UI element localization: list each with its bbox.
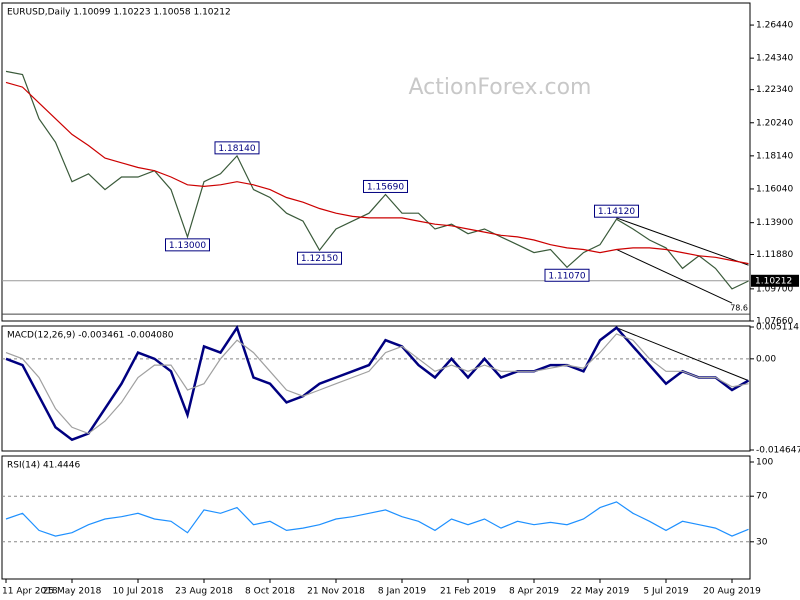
- x-tick-label: 8 Oct 2018: [245, 587, 295, 597]
- series-line: [5, 501, 749, 537]
- x-tick-label: 21 Feb 2019: [440, 587, 496, 597]
- y-tick-label: 1.09700: [756, 284, 793, 294]
- y-tick-label: 1.26440: [756, 21, 793, 31]
- series-line: [5, 81, 749, 265]
- trend-line: [616, 217, 749, 266]
- panel-title: EURUSD,Daily 1.10099 1.10223 1.10058 1.1…: [7, 8, 231, 18]
- y-tick-label: 1.07660: [756, 317, 793, 327]
- y-tick-label: 1.13900: [756, 218, 793, 228]
- annotation-box: [544, 268, 590, 282]
- y-tick-label: 0.005114: [756, 323, 799, 333]
- x-tick-label: 10 Jul 2018: [113, 587, 164, 597]
- annotation-box: [594, 204, 639, 218]
- annotation-label: 1.18140: [218, 144, 255, 154]
- panel-frame: [1, 325, 751, 452]
- y-tick-label: 1.20240: [756, 118, 793, 128]
- x-tick-label: 25 May 2018: [43, 587, 102, 597]
- x-tick-label: 8 Apr 2019: [509, 587, 559, 597]
- annotation-box: [214, 141, 260, 155]
- y-tick-label: -0.014647: [756, 446, 800, 456]
- y-tick-label: 1.11880: [756, 250, 793, 260]
- annotation-label: 1.11070: [548, 271, 585, 281]
- panel-title: MACD(12,26,9) -0.003461 -0.004080: [7, 331, 174, 341]
- trend-line: [616, 249, 733, 304]
- fib-label: 78.6: [730, 304, 748, 313]
- panel-title: RSI(14) 41.4446: [7, 461, 80, 471]
- annotation-box: [297, 251, 342, 265]
- annotation-label: 1.14120: [598, 207, 635, 217]
- x-tick-label: 11 Apr 2018: [2, 587, 58, 597]
- y-tick-label: 1.24340: [756, 54, 793, 64]
- y-tick-label: 70: [756, 492, 768, 502]
- annotation-box: [363, 179, 408, 193]
- y-tick-label: 30: [756, 537, 768, 547]
- annotation-label: 1.12150: [301, 254, 338, 264]
- trend-line: [616, 327, 749, 382]
- x-tick-label: 21 Nov 2018: [307, 587, 365, 597]
- annotation-box: [165, 238, 210, 252]
- current-price-box: [751, 274, 799, 287]
- x-tick-label: 23 Aug 2018: [175, 587, 233, 597]
- series-line: [5, 333, 749, 435]
- annotation-label: 1.13000: [169, 241, 206, 251]
- y-tick-label: 0.00: [756, 354, 776, 364]
- annotation-label: 1.15690: [367, 182, 404, 192]
- x-tick-label: 20 Aug 2019: [703, 587, 761, 597]
- y-tick-label: 100: [756, 458, 773, 468]
- x-tick-label: 22 May 2019: [571, 587, 630, 597]
- y-tick-label: 1.16040: [756, 184, 793, 194]
- x-tick-label: 5 Jul 2019: [643, 587, 688, 597]
- panel-frame: [1, 455, 751, 580]
- y-tick-label: 1.18140: [756, 151, 793, 161]
- current-price-label: 1.10212: [755, 276, 792, 286]
- watermark: ActionForex.com: [409, 75, 592, 100]
- series-line: [5, 70, 749, 290]
- panel-frame: [1, 2, 751, 322]
- x-tick-label: 8 Jan 2019: [378, 587, 426, 597]
- y-tick-label: 1.22340: [756, 85, 793, 95]
